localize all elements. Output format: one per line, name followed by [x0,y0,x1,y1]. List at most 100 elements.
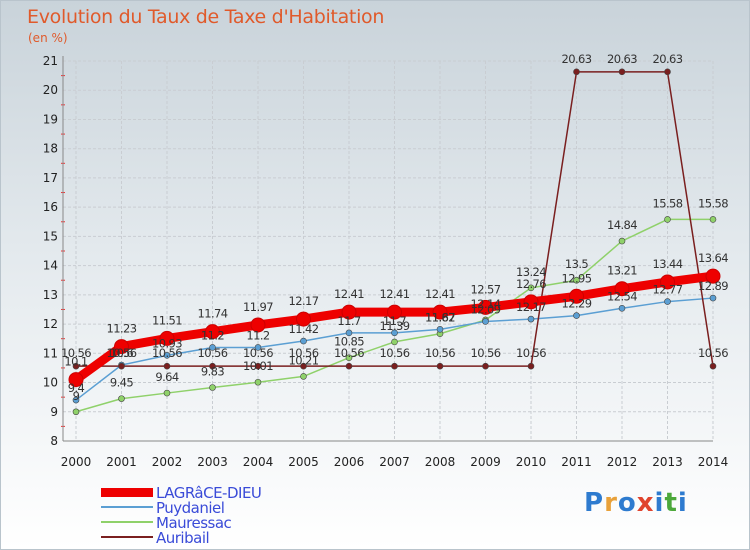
data-point [618,68,626,76]
data-point [391,338,398,346]
legend-swatch [101,521,153,523]
data-point [118,395,125,402]
x-tick-label: 2011 [561,455,592,469]
data-label: 10.56 [61,346,91,360]
data-label: 12.14 [471,297,501,311]
data-label: 12.76 [516,277,546,291]
data-label: 10.1 [64,355,87,369]
data-point [482,318,489,325]
data-label: 10.85 [334,335,364,349]
legend-label: LAGRâCE-DIEU [156,484,262,502]
y-tick-label: 9 [50,405,58,419]
proxiti-logo: Proxiti [584,488,688,518]
data-point [72,408,80,416]
data-label: 20.63 [562,52,592,66]
y-tick-label: 10 [43,376,58,390]
data-label: 9 [73,389,80,403]
data-label: 10.56 [198,346,228,360]
data-point [296,311,311,327]
data-label: 9.64 [155,370,178,384]
data-point [387,304,402,320]
data-point [709,294,717,302]
data-label: 10.56 [289,346,319,360]
data-label: 10.56 [152,346,182,360]
x-tick-label: 2007 [379,455,410,469]
data-point [254,362,262,370]
data-point [209,362,216,370]
data-label: 13.5 [565,257,588,271]
data-point [614,281,630,297]
logo-letter: t [664,488,678,518]
x-tick-label: 2008 [425,455,456,469]
data-point [163,389,171,397]
data-label: 10.01 [243,359,273,373]
x-tick-label: 2000 [61,455,92,469]
y-tick-label: 14 [43,259,58,273]
y-tick-label: 15 [43,229,58,243]
data-label: 12.09 [471,302,501,316]
legend-label: Mauressac [156,514,232,532]
legend-swatch [101,506,153,508]
data-label: 11.42 [289,322,319,336]
data-point [664,68,671,76]
data-label: 15.58 [698,196,728,210]
data-label: 11.67 [425,311,455,325]
data-label: 13.64 [698,251,728,265]
data-point [391,329,398,337]
data-label: 10.21 [289,353,319,367]
data-label: 11.39 [380,319,410,333]
logo-letter: P [584,488,605,518]
data-point [254,344,262,351]
data-point [250,317,266,333]
data-point [254,378,262,386]
data-label: 10.56 [425,346,455,360]
y-tick-label: 18 [43,142,58,156]
data-point [523,294,539,310]
data-point [300,337,307,345]
data-label: 10.56 [243,346,273,360]
data-point [114,339,129,355]
data-point [300,373,307,380]
x-tick-label: 2003 [197,455,228,469]
data-label: 9.4 [68,381,85,395]
data-point [573,68,580,76]
data-label: 11.82 [425,310,455,324]
data-point [436,326,444,333]
data-point [527,284,535,292]
y-tick-label: 8 [50,434,58,448]
data-point [569,288,584,304]
data-point [618,304,626,312]
chart-title: Evolution du Taux de Taxe d'Habitation [27,6,385,28]
x-tick-label: 2009 [470,455,501,469]
data-label: 11.7 [337,314,360,328]
data-label: 12.57 [471,282,501,296]
data-point [573,276,580,284]
x-tick-label: 2013 [652,455,683,469]
x-tick-label: 2001 [106,455,137,469]
logo-letter: x [636,488,655,518]
data-point [209,344,216,351]
x-tick-label: 2010 [516,455,547,469]
data-label: 12.41 [334,287,364,301]
logo-letter: r [604,488,618,518]
data-point [345,362,353,370]
data-label: 12.17 [516,300,546,314]
x-tick-label: 2006 [334,455,365,469]
data-point [705,268,721,284]
x-tick-label: 2005 [288,455,319,469]
data-point [709,216,717,223]
data-label: 12.54 [607,289,637,303]
data-point [478,299,493,315]
data-label: 12.41 [380,287,410,301]
y-tick-label: 17 [43,171,58,185]
data-label: 11.74 [198,307,228,321]
x-tick-label: 2014 [698,455,729,469]
data-point [432,304,448,320]
data-label: 11.2 [201,328,224,342]
data-label: 12.41 [425,287,455,301]
logo-letter: o [617,488,637,518]
data-point [68,372,84,388]
data-point [573,312,580,319]
